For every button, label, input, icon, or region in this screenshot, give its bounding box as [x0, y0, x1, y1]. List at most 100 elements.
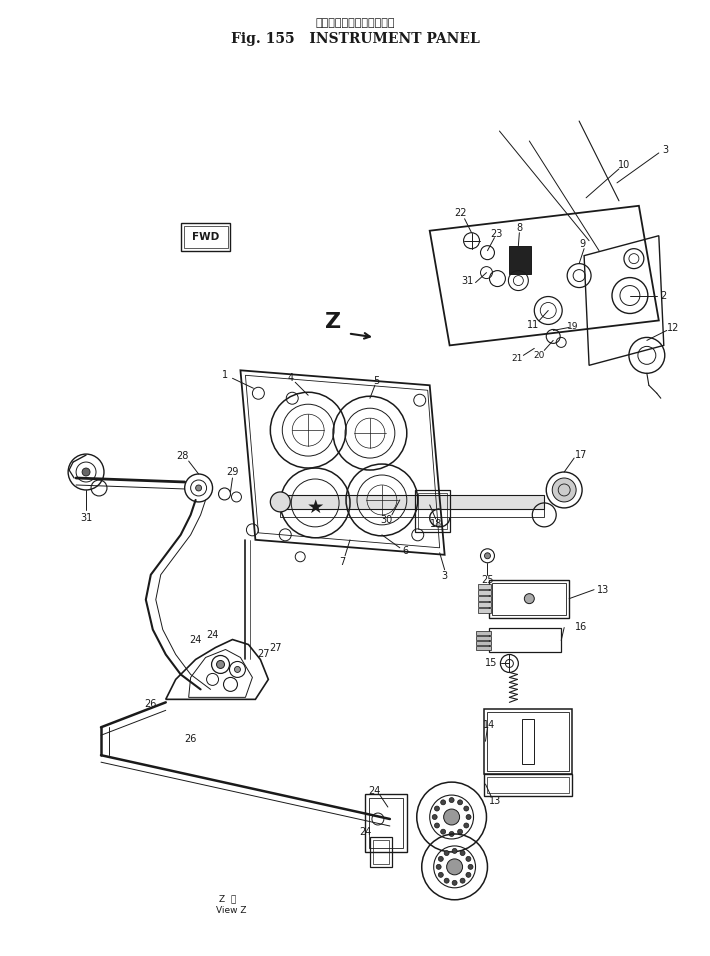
Bar [476, 631, 491, 635]
Circle shape [452, 880, 457, 885]
Bar [280, 509, 545, 517]
Circle shape [466, 873, 471, 878]
Circle shape [460, 879, 465, 883]
Circle shape [447, 858, 463, 875]
Circle shape [438, 857, 443, 861]
Circle shape [460, 851, 465, 856]
Text: 23: 23 [491, 228, 503, 239]
Bar [476, 645, 491, 649]
Circle shape [466, 857, 471, 861]
Text: 8: 8 [516, 223, 523, 232]
Circle shape [196, 485, 202, 491]
Text: 2: 2 [661, 291, 667, 300]
Circle shape [468, 864, 473, 869]
Text: 6: 6 [403, 546, 409, 555]
Circle shape [464, 806, 469, 811]
Bar [369, 798, 403, 848]
Bar [509, 246, 531, 273]
Text: 13: 13 [489, 796, 501, 806]
Text: FWD: FWD [192, 231, 219, 242]
Text: 20: 20 [534, 351, 545, 359]
Circle shape [458, 800, 463, 805]
Bar [484, 709, 572, 774]
Text: 15: 15 [485, 659, 498, 668]
Circle shape [436, 864, 441, 869]
Text: インスツルメント　パネル: インスツルメント パネル [315, 18, 395, 29]
Bar [489, 579, 569, 618]
Text: 4: 4 [287, 373, 293, 383]
Text: 25: 25 [481, 575, 493, 585]
Text: 22: 22 [454, 207, 467, 218]
Bar [373, 840, 389, 864]
Bar [478, 590, 491, 595]
Text: 1: 1 [222, 370, 229, 380]
Circle shape [438, 873, 443, 878]
Bar [365, 794, 407, 852]
Circle shape [449, 797, 454, 802]
Bar [370, 836, 392, 867]
Text: 27: 27 [269, 642, 282, 653]
Text: 19: 19 [567, 322, 579, 331]
Text: Z: Z [325, 313, 341, 333]
Circle shape [271, 492, 290, 511]
Text: 28: 28 [177, 451, 189, 461]
Text: Fig. 155   INSTRUMENT PANEL: Fig. 155 INSTRUMENT PANEL [231, 33, 479, 46]
Text: 16: 16 [575, 621, 587, 632]
Circle shape [552, 478, 576, 502]
Circle shape [466, 815, 471, 819]
Text: 27: 27 [257, 649, 270, 660]
Text: 24: 24 [359, 827, 371, 836]
Circle shape [435, 806, 439, 811]
Circle shape [441, 829, 446, 835]
Circle shape [435, 823, 439, 828]
Text: 12: 12 [667, 323, 679, 334]
Text: 29: 29 [226, 467, 239, 477]
Circle shape [441, 800, 446, 805]
Text: 26: 26 [145, 700, 157, 709]
Bar [478, 601, 491, 607]
Text: 7: 7 [339, 556, 345, 567]
Bar [180, 223, 231, 250]
Bar [476, 636, 491, 640]
Text: 17: 17 [575, 450, 587, 460]
Circle shape [432, 815, 437, 819]
Text: 31: 31 [80, 512, 92, 523]
Bar [488, 777, 569, 793]
Bar [280, 495, 545, 509]
Text: Z  矢: Z 矢 [219, 894, 236, 903]
Bar [489, 627, 561, 653]
Bar [415, 490, 449, 532]
Text: 13: 13 [597, 585, 609, 595]
Text: 24: 24 [207, 630, 219, 640]
Text: 5: 5 [373, 377, 379, 386]
Text: View Z: View Z [216, 906, 246, 915]
Text: 26: 26 [185, 734, 197, 744]
Circle shape [458, 829, 463, 835]
Text: 18: 18 [430, 519, 442, 529]
Circle shape [484, 553, 491, 558]
Text: 3: 3 [442, 571, 448, 580]
Circle shape [524, 594, 535, 603]
Bar [488, 712, 569, 771]
Text: 9: 9 [579, 239, 585, 249]
Text: 24: 24 [190, 635, 202, 644]
Circle shape [234, 666, 241, 672]
Circle shape [82, 468, 90, 476]
Text: 31: 31 [462, 275, 474, 286]
Text: 11: 11 [527, 320, 540, 331]
Text: 3: 3 [662, 145, 669, 155]
Bar [484, 774, 572, 796]
Bar [523, 719, 535, 764]
Text: ★: ★ [307, 498, 324, 517]
Text: 30: 30 [381, 515, 393, 525]
Circle shape [217, 661, 224, 668]
Circle shape [444, 809, 459, 825]
Bar [478, 596, 491, 600]
Text: 10: 10 [618, 160, 630, 170]
Bar [478, 608, 491, 613]
Text: 14: 14 [484, 720, 496, 730]
Bar [476, 641, 491, 644]
Circle shape [464, 823, 469, 828]
Text: 24: 24 [368, 786, 381, 796]
Bar [417, 493, 447, 529]
